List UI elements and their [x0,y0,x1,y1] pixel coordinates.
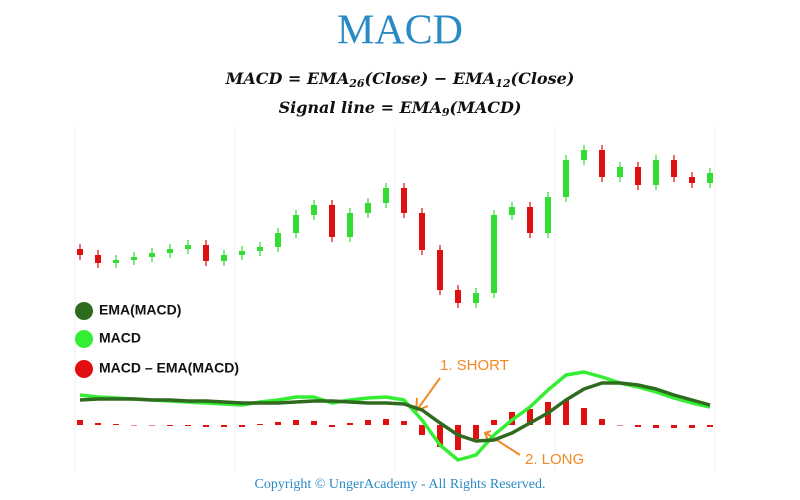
candle-body [563,160,569,197]
formula-part: (MACD) [450,98,522,117]
histogram-bar [203,425,209,427]
candle-body [113,260,119,263]
histogram-bar [455,425,461,450]
formula: MACD = EMA26(Close) − EMA12(Close) [225,69,575,91]
candle-body [599,150,605,177]
histogram-bar [437,425,443,447]
legend-label: EMA(MACD) [99,302,181,318]
histogram-bar [329,425,335,427]
candle-body [275,233,281,247]
annotation: 1. SHORT [440,357,509,374]
histogram-bar [581,408,587,425]
candle-body [239,251,245,255]
histogram-bar [275,422,281,425]
candle-body [131,257,137,260]
annotation: 2. LONG [525,451,584,468]
histogram-bar [293,420,299,425]
subscript: 26 [348,77,365,90]
formula-part: Signal line = EMA [279,98,442,117]
histogram-bar [419,425,425,435]
candle-body [617,167,623,177]
formula-part: (Close) [511,69,575,88]
legend-label: MACD – EMA(MACD) [99,360,239,376]
candle-body [545,197,551,233]
background-grid [74,125,716,470]
candle-body [437,250,443,290]
candle-body [221,255,227,261]
candle-body [527,207,533,233]
line [79,381,711,443]
histogram-bar [383,419,389,425]
histogram-bar [347,423,353,425]
candle-body [149,253,155,257]
legend-marker [75,330,93,348]
histogram-bar [635,425,641,427]
footer: Copyright © UngerAcademy - All Rights Re… [255,477,546,492]
histogram-bar [95,423,101,425]
histogram-bar [491,420,497,425]
histogram-bar [149,425,155,426]
histogram-bar [401,421,407,425]
histogram-bar [617,425,623,426]
formula-part: MACD = EMA [225,69,350,88]
histogram-bar [77,420,83,425]
histogram-bar [671,425,677,428]
candle-body [473,293,479,303]
legend-marker [75,360,93,378]
histogram-bar [239,425,245,427]
candle-body [167,249,173,253]
candle-body [419,213,425,250]
candle-body [455,290,461,303]
candle-body [689,177,695,183]
histogram-bar [185,425,191,426]
histogram-bar [473,425,479,439]
candle-body [707,173,713,183]
candle-body [293,215,299,233]
formula-part: (Close) − EMA [365,69,496,88]
subscript: 9 [442,106,450,119]
histogram-bar [527,409,533,425]
candle-body [95,255,101,263]
histogram-bar [365,420,371,425]
candle-body [581,150,587,160]
histogram-bar [257,424,263,425]
candle-body [77,249,83,255]
histogram-bar [653,425,659,428]
histogram-bar [311,421,317,425]
candle-body [383,188,389,203]
candle-body [401,188,407,213]
legend-label: MACD [99,330,141,346]
candle-body [671,160,677,177]
candle-body [635,167,641,185]
histogram-bar [707,425,713,427]
candle-body [653,160,659,185]
candle-body [185,245,191,249]
candle-body [509,207,515,215]
histogram-bar [221,425,227,427]
candle-body [329,205,335,237]
histogram-bar [689,425,695,428]
histogram-bar [131,425,137,426]
candle-body [203,245,209,261]
candle-body [347,213,353,237]
subscript: 12 [495,77,511,90]
candle-body [311,205,317,215]
title: MACD [337,8,463,54]
candle-body [365,203,371,213]
histogram-bar [599,419,605,425]
candle-body [257,247,263,251]
histogram-bar [113,424,119,425]
formula: Signal line = EMA9(MACD) [279,98,522,120]
histogram-bar [167,425,173,426]
legend-marker [75,302,93,320]
candle-body [491,215,497,293]
histogram-bar [563,400,569,425]
